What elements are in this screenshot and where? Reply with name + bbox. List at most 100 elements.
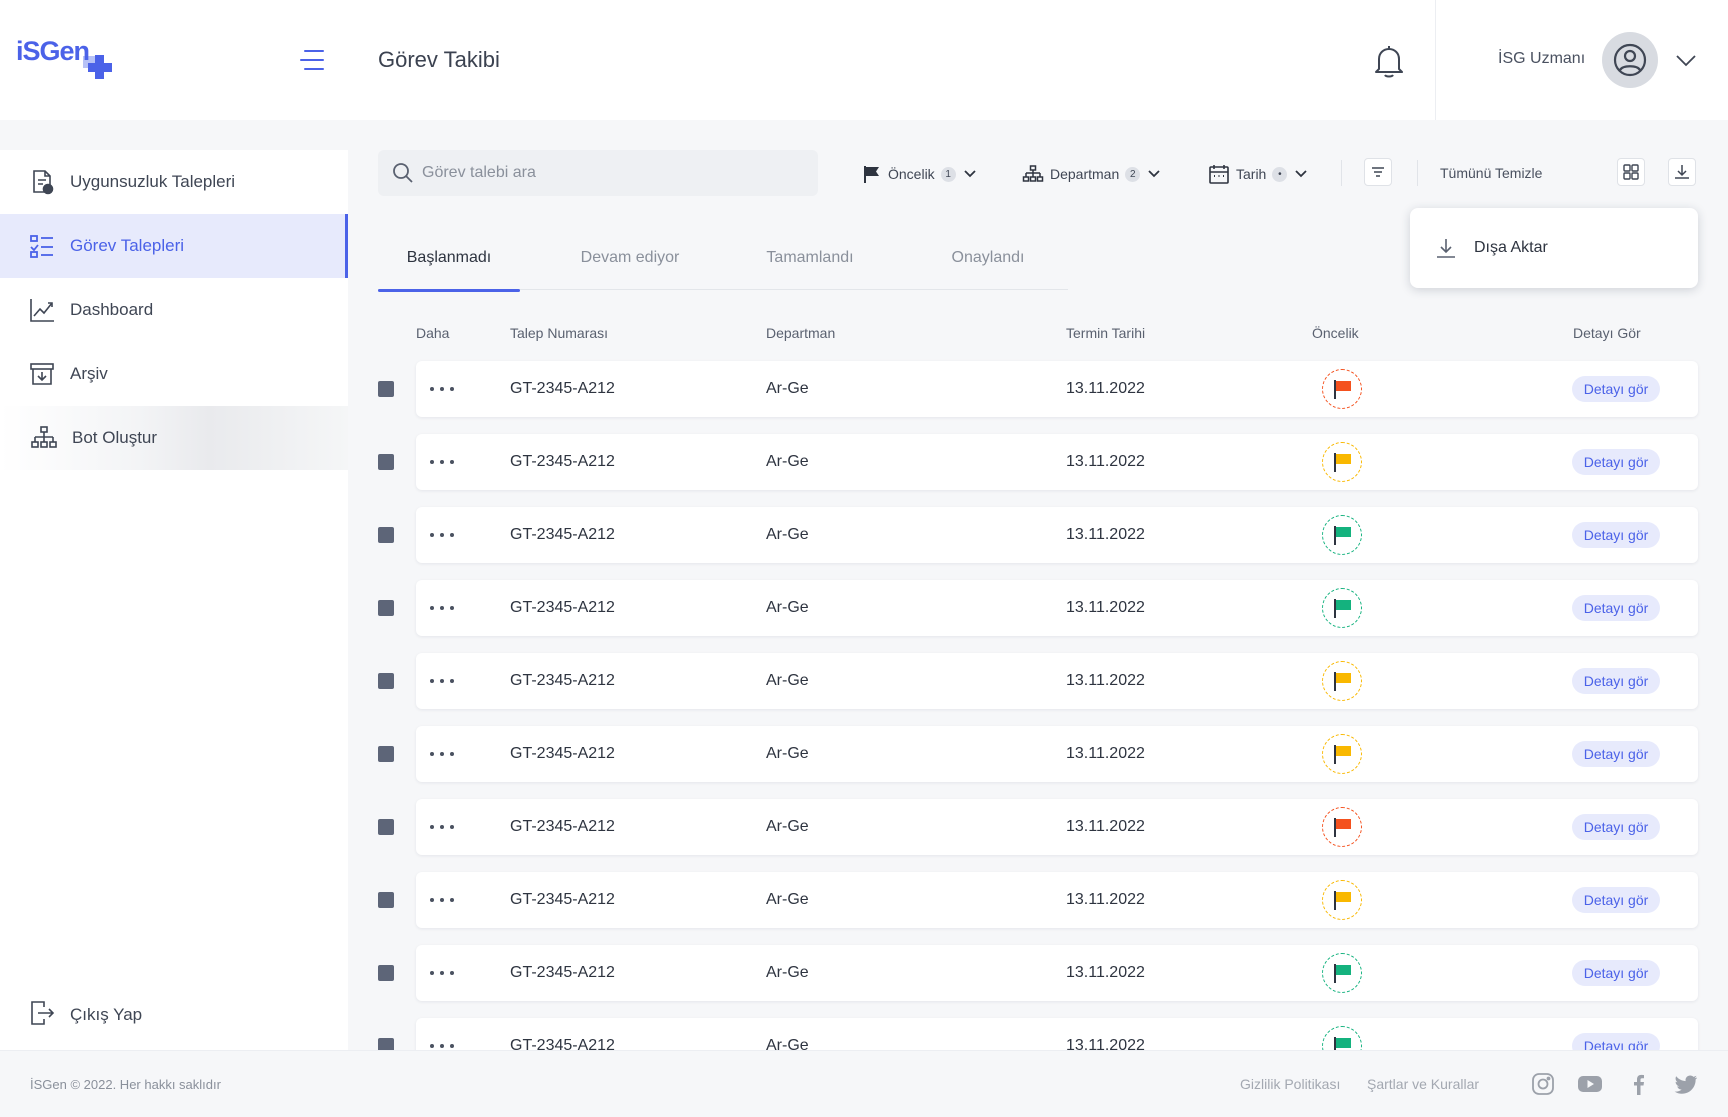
row-checkbox[interactable] — [378, 527, 394, 543]
department: Ar-Ge — [766, 745, 809, 762]
download-icon — [1434, 236, 1458, 260]
more-options-icon[interactable] — [430, 671, 454, 691]
table-row[interactable]: GT-2345-A212 Ar-Ge 13.11.2022 Detayı gör — [416, 945, 1698, 1001]
view-detail-button[interactable]: Detayı gör — [1572, 668, 1660, 694]
search-icon — [392, 162, 414, 184]
export-label: Dışa Aktar — [1474, 239, 1548, 256]
filter-oncelik-label: Öncelik — [888, 166, 935, 182]
user-name[interactable]: İSG Uzmanı — [1498, 50, 1586, 67]
request-number: GT-2345-A212 — [510, 453, 615, 470]
table-row[interactable]: GT-2345-A212 Ar-Ge 13.11.2022 Detayı gör — [416, 507, 1698, 563]
due-date: 13.11.2022 — [1066, 526, 1145, 543]
hierarchy-icon — [1022, 165, 1044, 182]
top-header: iSGen Görev Takibi İSG Uzmanı — [0, 0, 1728, 120]
table-row[interactable]: GT-2345-A212 Ar-Ge 13.11.2022 Detayı gör — [416, 580, 1698, 636]
more-options-icon[interactable] — [430, 452, 454, 472]
filter-oncelik[interactable]: Öncelik 1 — [862, 160, 978, 188]
filter-tarih[interactable]: Tarih • — [1208, 160, 1309, 188]
chevron-down-icon — [1295, 170, 1307, 178]
table-row[interactable]: GT-2345-A212 Ar-Ge 13.11.2022 Detayı gör — [416, 872, 1698, 928]
logo[interactable]: iSGen — [16, 36, 112, 84]
priority-flag-icon — [1322, 515, 1362, 555]
tab-tamamlandi[interactable]: Tamamlandı — [766, 249, 854, 266]
view-detail-button[interactable]: Detayı gör — [1572, 376, 1660, 402]
download-button[interactable] — [1668, 158, 1696, 186]
more-options-icon[interactable] — [430, 379, 454, 399]
search-input[interactable] — [422, 150, 802, 196]
export-menu-item[interactable]: Dışa Aktar — [1410, 208, 1698, 288]
filter-departman[interactable]: Departman 2 — [1022, 160, 1162, 188]
request-number: GT-2345-A212 — [510, 380, 615, 397]
column-header-oncelik[interactable]: Öncelik — [1312, 325, 1359, 341]
logo-plus-horizontal — [88, 63, 112, 72]
tab-baslanmadi[interactable]: Başlanmadı — [378, 240, 520, 292]
avatar[interactable] — [1602, 32, 1658, 88]
priority-flag-icon — [1322, 369, 1362, 409]
view-detail-button[interactable]: Detayı gör — [1572, 522, 1660, 548]
tab-onaylandi[interactable]: Onaylandı — [951, 249, 1025, 266]
logout-icon — [28, 999, 56, 1027]
row-checkbox[interactable] — [378, 600, 394, 616]
more-options-icon[interactable] — [430, 890, 454, 910]
more-options-icon[interactable] — [430, 963, 454, 983]
privacy-policy-link[interactable]: Gizlilik Politikası — [1240, 1076, 1341, 1092]
sidebar-item-gorev-talepleri[interactable]: Görev Talepleri — [0, 214, 348, 278]
table-row[interactable]: GT-2345-A212 Ar-Ge 13.11.2022 Detayı gör — [416, 653, 1698, 709]
table-row[interactable]: GT-2345-A212 Ar-Ge 13.11.2022 Detayı gör — [416, 434, 1698, 490]
user-avatar-icon — [1613, 43, 1647, 77]
facebook-icon[interactable] — [1626, 1071, 1652, 1097]
sidebar-item-label: Arşiv — [70, 364, 108, 383]
grid-icon — [1623, 164, 1639, 180]
view-detail-button[interactable]: Detayı gör — [1572, 741, 1660, 767]
row-checkbox[interactable] — [378, 819, 394, 835]
table-row[interactable]: GT-2345-A212 Ar-Ge 13.11.2022 Detayı gör — [416, 799, 1698, 855]
sidebar-item-bot-olustur[interactable]: Bot Oluştur — [0, 406, 348, 470]
twitter-icon[interactable] — [1673, 1071, 1699, 1097]
view-detail-button[interactable]: Detayı gör — [1572, 595, 1660, 621]
download-icon — [1675, 165, 1689, 179]
sidebar-item-uygunsuzluk-talepleri[interactable]: Uygunsuzluk Talepleri — [0, 150, 348, 214]
row-checkbox[interactable] — [378, 673, 394, 689]
notification-bell-icon[interactable] — [1372, 43, 1406, 79]
row-checkbox[interactable] — [378, 892, 394, 908]
column-header-termin-tarihi[interactable]: Termin Tarihi — [1066, 325, 1146, 341]
more-options-icon[interactable] — [430, 598, 454, 618]
row-checkbox[interactable] — [378, 454, 394, 470]
priority-flag-icon — [1322, 661, 1362, 701]
more-options-icon[interactable] — [430, 525, 454, 545]
terms-link[interactable]: Şartlar ve Kurallar — [1367, 1076, 1480, 1092]
more-options-icon[interactable] — [430, 817, 454, 837]
sort-filter-button[interactable] — [1364, 158, 1392, 186]
row-checkbox[interactable] — [378, 746, 394, 762]
tab-devam-ediyor[interactable]: Devam ediyor — [580, 249, 680, 266]
chevron-down-icon[interactable] — [1674, 48, 1698, 72]
view-detail-button[interactable]: Detayı gör — [1572, 960, 1660, 986]
department: Ar-Ge — [766, 1037, 809, 1054]
table-row[interactable]: GT-2345-A212 Ar-Ge 13.11.2022 Detayı gör — [416, 361, 1698, 417]
due-date: 13.11.2022 — [1066, 745, 1145, 762]
due-date: 13.11.2022 — [1066, 672, 1145, 689]
row-checkbox[interactable] — [378, 381, 394, 397]
request-number: GT-2345-A212 — [510, 891, 615, 908]
sidebar-item-dashboard[interactable]: Dashboard — [0, 278, 348, 342]
view-detail-button[interactable]: Detayı gör — [1572, 887, 1660, 913]
more-options-icon[interactable] — [430, 1036, 454, 1056]
more-options-icon[interactable] — [430, 744, 454, 764]
sidebar-item-arsiv[interactable]: Arşiv — [0, 342, 348, 406]
column-header-talep-numarasi[interactable]: Talep Numarası — [510, 325, 609, 341]
logout-button[interactable]: Çıkış Yap — [0, 985, 348, 1041]
row-checkbox[interactable] — [378, 965, 394, 981]
priority-flag-icon — [1322, 807, 1362, 847]
grid-view-button[interactable] — [1617, 158, 1645, 186]
status-tabs: Başlanmadı Devam ediyor Tamamlandı Onayl… — [378, 240, 1068, 292]
chevron-down-icon — [964, 170, 976, 178]
table-row[interactable]: GT-2345-A212 Ar-Ge 13.11.2022 Detayı gör — [416, 726, 1698, 782]
view-detail-button[interactable]: Detayı gör — [1572, 814, 1660, 840]
view-detail-button[interactable]: Detayı gör — [1572, 449, 1660, 475]
priority-flag-icon — [1322, 734, 1362, 774]
clear-all-button[interactable]: Tümünü Temizle — [1440, 165, 1543, 181]
column-header-departman[interactable]: Departman — [766, 325, 836, 341]
youtube-icon[interactable] — [1577, 1071, 1603, 1097]
instagram-icon[interactable] — [1530, 1071, 1556, 1097]
hamburger-menu-icon[interactable] — [298, 48, 328, 72]
